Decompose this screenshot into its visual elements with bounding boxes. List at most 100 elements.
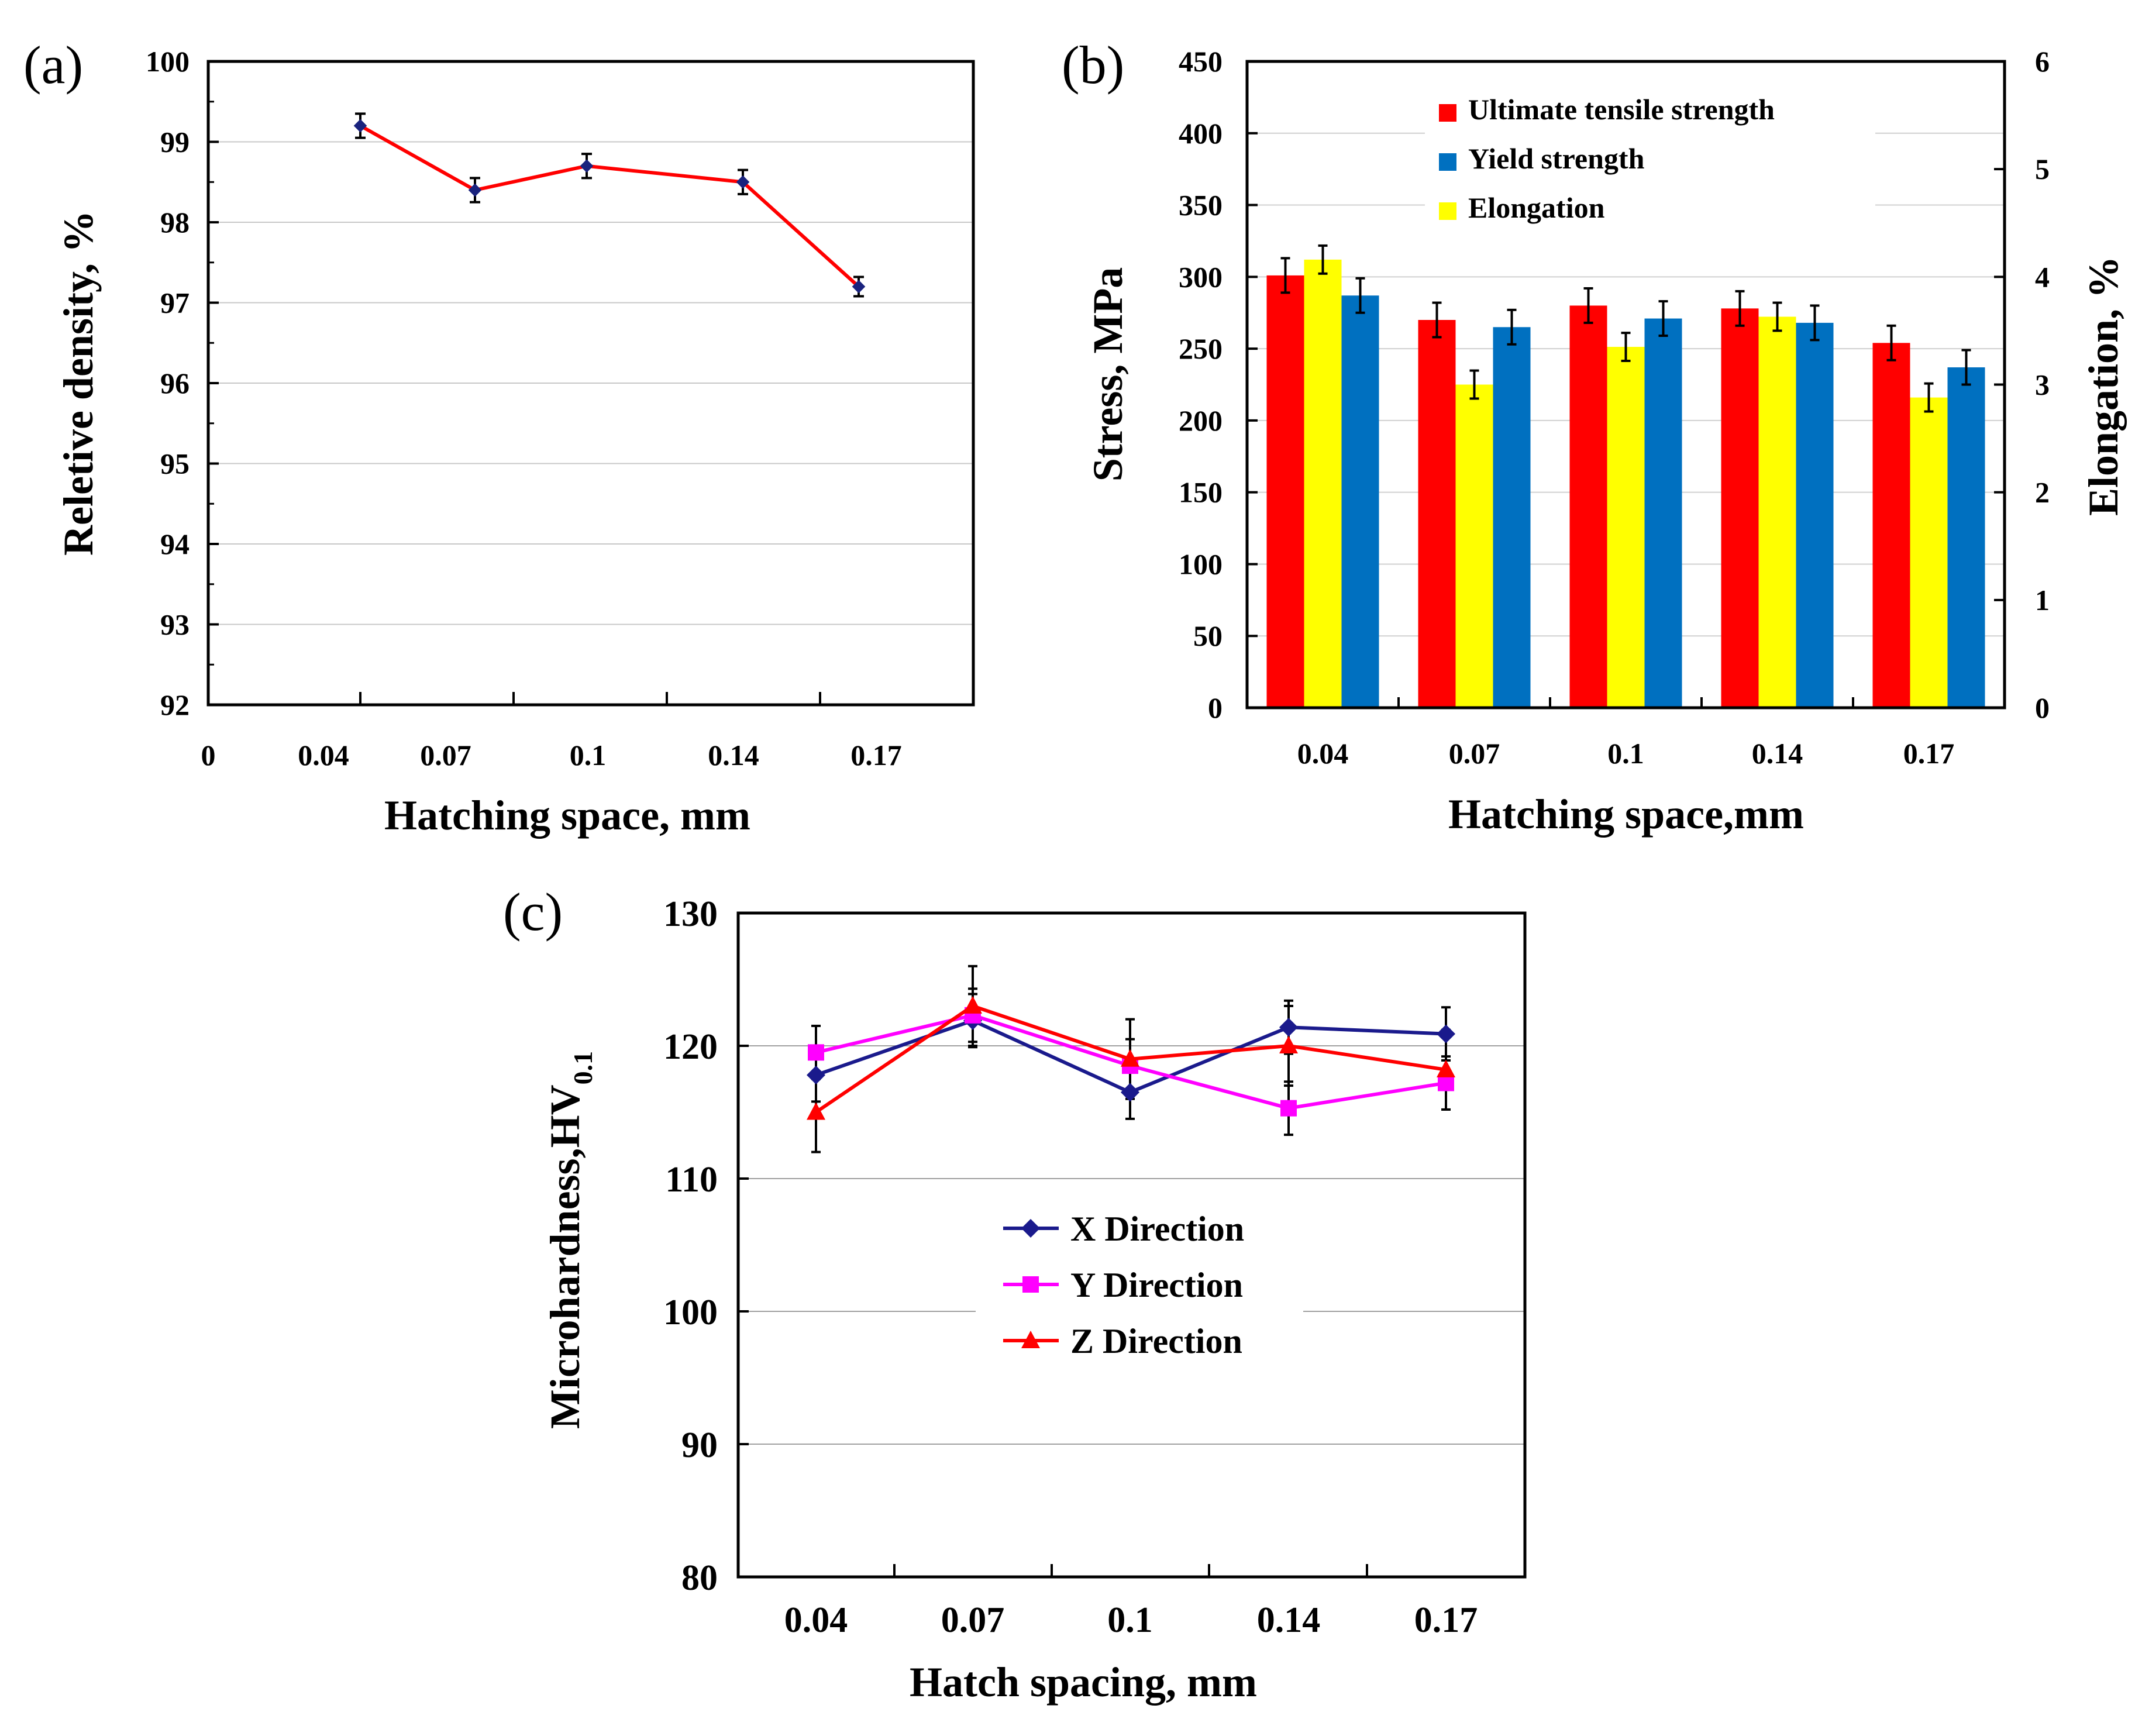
panel-b-bar-ultimate-tensile-strength xyxy=(1266,275,1304,708)
panel-c-y-axis-title-main: Microhardness,HV xyxy=(542,1084,588,1429)
panel-b-bar-elongation xyxy=(1910,397,1948,708)
panel-b-legend-swatch xyxy=(1439,153,1456,171)
panel-b-y2-tick-label: 3 xyxy=(2035,368,2050,401)
panel-b-legend-swatch xyxy=(1439,104,1456,122)
panel-b-y2-tick-label: 5 xyxy=(2035,153,2050,185)
panel-b-bar-yield-strength xyxy=(1796,322,1834,708)
panel-c-y-tick-label: 90 xyxy=(681,1425,718,1465)
panel-c-point-x-direction xyxy=(1121,1083,1139,1102)
panel-b-y2-tick-label: 4 xyxy=(2035,260,2050,293)
panel-a-y-tick-label: 95 xyxy=(160,447,190,480)
panel-c-point-z-direction xyxy=(1121,1049,1139,1067)
panel-c-x-tick-label: 0.17 xyxy=(1414,1600,1478,1640)
panel-a-series xyxy=(353,112,866,298)
panel-b-bar-elongation xyxy=(1304,259,1342,708)
panel-c-legend-label: Z Direction xyxy=(1070,1322,1242,1360)
panel-b-bar-ultimate-tensile-strength xyxy=(1721,308,1759,708)
panel-a-data-line xyxy=(359,124,860,288)
panel-a-x-tick-label: 0.07 xyxy=(420,739,471,771)
panel-b-x-tick-label: 0.17 xyxy=(1903,737,1955,770)
panel-c-label: (c) xyxy=(503,882,563,942)
panel-a-data-point xyxy=(580,159,594,173)
panel-a-y-ticks: 92 93 94 95 96 97 98 99 100 xyxy=(146,45,219,721)
panel-b-bar-yield-strength xyxy=(1644,318,1682,708)
panel-a-data-point xyxy=(852,280,866,294)
panel-a-y-tick-label: 93 xyxy=(160,608,190,641)
panel-b-right-y-ticks: 0 1 2 3 4 5 6 xyxy=(1994,45,2050,724)
panel-b-legend: Ultimate tensile strength Yield strength E… xyxy=(1425,87,1875,244)
panel-a-relative-density-chart: (a) 92 93 94 95 96 97 98 99 100 0 0.04 0.07 0.1 0.14… xyxy=(23,35,975,839)
panel-b-y-tick-label: 0 xyxy=(1208,691,1223,724)
panel-c-point-z-direction xyxy=(1279,1036,1298,1053)
panel-b-left-y-ticks: 0 50 100 150 200 250 300 350 400 450 xyxy=(1179,45,1258,724)
panel-c-point-x-direction xyxy=(807,1065,825,1084)
panel-a-x-tick-label: 0.1 xyxy=(570,739,607,771)
panel-c-point-z-direction xyxy=(807,1102,825,1120)
panel-b-x-axis-title: Hatching space,mm xyxy=(1448,791,1804,838)
panel-b-x-tick-label: 0.14 xyxy=(1752,737,1803,770)
panel-c-point-y-direction xyxy=(808,1044,824,1061)
panel-b-y-tick-label: 450 xyxy=(1179,45,1223,78)
panel-c-legend-marker xyxy=(1021,1331,1040,1348)
panel-b-x-tick-label: 0.04 xyxy=(1297,737,1349,770)
panel-a-data-point xyxy=(736,175,750,189)
panel-a-x-tick-label: 0.17 xyxy=(850,739,902,771)
panel-c-point-z-direction xyxy=(1437,1059,1455,1077)
panel-a-y-tick-label: 92 xyxy=(160,688,190,721)
panel-c-series xyxy=(807,965,1455,1153)
panel-b-y-tick-label: 400 xyxy=(1179,117,1223,150)
panel-c-y-axis-title: Microhardness,HV0.1 xyxy=(542,1051,598,1429)
panel-c-legend-marker xyxy=(1022,1276,1039,1293)
panel-a-y-tick-label: 97 xyxy=(160,287,190,319)
panel-b-bar-elongation xyxy=(1607,347,1645,708)
panel-a-y-tick-label: 99 xyxy=(160,126,190,159)
panel-b-y-axis-title: Stress, MPa xyxy=(1084,267,1131,482)
panel-b-y2-tick-label: 1 xyxy=(2035,584,2050,616)
panel-a-gridlines xyxy=(208,141,973,625)
panel-b-bar-ultimate-tensile-strength xyxy=(1569,305,1607,708)
panel-b-y-tick-label: 50 xyxy=(1193,619,1223,652)
panel-a-y-tick-label: 96 xyxy=(160,367,190,399)
panel-b-bar-ultimate-tensile-strength xyxy=(1418,320,1456,708)
panel-b-x-tick-label: 0.07 xyxy=(1449,737,1500,770)
panel-c-point-y-direction xyxy=(1280,1100,1297,1117)
panel-c-x-axis-title: Hatch spacing, mm xyxy=(910,1659,1257,1706)
panel-c-x-ticks: 0.04 0.07 0.1 0.14 0.17 xyxy=(784,1564,1478,1640)
panel-c-plot-frame xyxy=(736,911,1527,1579)
panel-a-x-ticks: 0 0.04 0.07 0.1 0.14 0.17 xyxy=(201,692,902,771)
panel-c-x-tick-label: 0.14 xyxy=(1257,1600,1321,1640)
panel-a-label: (a) xyxy=(23,35,83,95)
panel-c-legend-marker xyxy=(1021,1219,1040,1238)
panel-a-data-point xyxy=(468,183,482,197)
panel-c-x-tick-label: 0.1 xyxy=(1107,1600,1153,1640)
panel-c-x-tick-label: 0.07 xyxy=(941,1600,1005,1640)
panel-b-legend-label: Ultimate tensile strength xyxy=(1468,93,1775,126)
panel-b-legend-label: Elongation xyxy=(1468,191,1605,224)
panel-b-bar-yield-strength xyxy=(1493,327,1531,708)
panel-a-data-point xyxy=(353,119,367,133)
panel-a-x-axis-title: Hatching space, mm xyxy=(384,792,750,839)
panel-b-bar-yield-strength xyxy=(1341,295,1379,708)
panel-b-legend-swatch xyxy=(1439,202,1456,220)
panel-c-y-tick-label: 110 xyxy=(665,1160,718,1200)
panel-b-x-ticks: 0.04 0.07 0.1 0.14 0.17 xyxy=(1297,697,1955,770)
panel-c-point-x-direction xyxy=(1437,1024,1455,1043)
panel-c-y-ticks: 80 90 100 110 120 130 xyxy=(663,894,749,1598)
panel-b-y-tick-label: 200 xyxy=(1179,404,1223,437)
panel-b-y2-tick-label: 6 xyxy=(2035,45,2050,78)
panel-c-y-axis-title-subscript: 0.1 xyxy=(568,1051,598,1085)
panel-b-bar-elongation xyxy=(1455,384,1493,708)
panel-b-y-tick-label: 150 xyxy=(1179,476,1223,509)
panel-c-y-tick-label: 100 xyxy=(663,1293,718,1332)
panel-b-y2-tick-label: 0 xyxy=(2035,691,2050,724)
panel-b-legend-background xyxy=(1425,87,1875,244)
panel-c-y-tick-label: 80 xyxy=(681,1558,718,1598)
panel-c-legend-label: Y Direction xyxy=(1070,1266,1243,1304)
panel-b-label: (b) xyxy=(1062,35,1124,95)
panel-c-x-tick-label: 0.04 xyxy=(784,1600,848,1640)
panel-c-microhardness-chart: (c) 80 90 100 110 120 130 0.04 0.07 0.1 0.14 0.17… xyxy=(503,882,1527,1706)
panel-b-bar-ultimate-tensile-strength xyxy=(1872,343,1910,708)
panel-b-y-tick-label: 300 xyxy=(1179,260,1223,293)
